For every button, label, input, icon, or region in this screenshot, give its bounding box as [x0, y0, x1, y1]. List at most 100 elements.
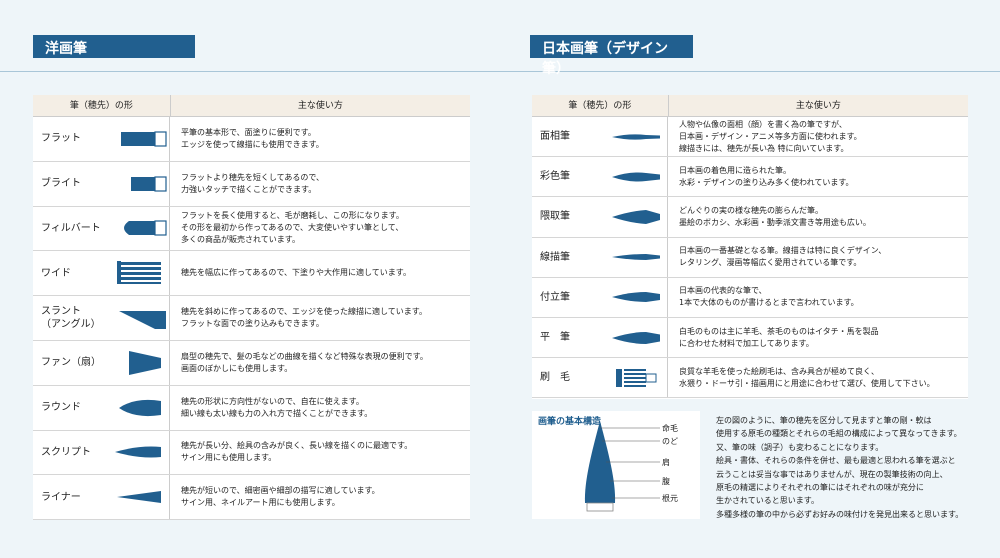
brush-name: 面相筆 — [532, 130, 610, 143]
usage-cell: 穂先の形状に方向性がないので、自在に使えます。 細い線も太い線も力の入れ方で描くこ… — [170, 396, 372, 420]
text-line: 絵具・書体、それらの条件を併せ、最も最適と思われる筆を選ぶと — [716, 456, 956, 466]
shape-cell: 平 筆 — [532, 318, 668, 358]
brush-name: 線描筆 — [532, 251, 610, 264]
text-line: 左の図のように、筆の穂先を区分して見ますと筆の剛・軟は — [716, 416, 932, 425]
text-line: 又、筆の味（調子）も変わることになります。 — [716, 442, 884, 452]
table: 筆（穂先）の形 主な使い方フラット 平筆の基本形で、面塗りに便利です。 エッジを使って… — [33, 95, 470, 521]
brush-name: フラット — [33, 132, 115, 145]
brush-name: ブライト — [33, 177, 115, 190]
usage-line: サイン用にも使用します。 — [181, 453, 277, 463]
table-row: 平 筆 白毛のものは主に羊毛、茶毛のものはイタチ・馬を製品 に合わせた材料で加工して… — [532, 318, 968, 359]
usage-line: フラットより穂先を短くしてあるので、 — [181, 172, 325, 182]
usage-line: 水猥り・ドーサ引・描画用にと用途に合わせて選び、使用して下さい。 — [679, 378, 935, 388]
divider — [0, 71, 1000, 72]
table-row: ワイド 穂先を幅広に作ってあるので、下塗りや大作用に適しています。 — [33, 251, 470, 297]
table-header: 筆（穂先）の形 主な使い方 — [532, 95, 968, 117]
usage-cell: 人物や仏像の面相（顔）を書く為の筆ですが、 日本画・デザイン・アニメ等多方面に使わ… — [668, 119, 862, 155]
brush-icon — [128, 350, 161, 375]
shape-cell: ファン（扇） — [33, 341, 170, 385]
name-line: ワイド — [41, 267, 71, 279]
usage-line: フラットな面での塗り込みもできます。 — [181, 319, 324, 329]
usage-line: サイン用、ネイルアート用にも使用します。 — [181, 498, 340, 508]
brush-name: 平 筆 — [532, 331, 610, 344]
name-line: 付立筆 — [540, 291, 570, 303]
text-line: 云うことは妥当な事ではありませんが、現在の製筆技術の向上、 — [716, 469, 948, 479]
name-line: ラウンド — [41, 402, 81, 414]
usage-line: どんぐりの実の様な穂先の膨らんだ筆。 — [679, 205, 823, 215]
usage-line: 日本画の着色用に造られた筆。 — [679, 165, 791, 175]
usage-cell: 穂先が長い分、絵具の含みが良く、長い線を描くのに最適です。 サイン用にも使用します… — [170, 440, 412, 464]
table-row: 隈取筆 どんぐりの実の様な穂先の膨らんだ筆。 墨絵のボカシ、水彩画・動季派文書き等用… — [532, 197, 968, 238]
usage-line: その形を最初から作ってあるので、大変使いやすい筆として、 — [181, 223, 404, 233]
shape-cell: ブライト — [33, 161, 170, 206]
usage-line: 平筆の基本形で、面塗りに便利です。 — [181, 127, 316, 137]
table-row: 線描筆 日本画の一番基礎となる筆。線描きは特に良くデザイン、 レタリング、漫画等幅広… — [532, 237, 968, 278]
brush-icon — [612, 133, 660, 140]
usage-line: 力強いタッチで描くことができます。 — [181, 184, 317, 194]
table-row: フィルバート フラットを長く使用すると、毛が磨耗し、この形になります。 その形を最初… — [33, 206, 470, 252]
structure-title: 画筆の基本構造 — [538, 417, 602, 427]
usage-cell: 穂先を幅広に作ってあるので、下塗りや大作用に適しています。 — [170, 267, 411, 279]
shape-cell: 隈取筆 — [532, 197, 668, 237]
usage-line: 白毛のものは主に羊毛、茶毛のものはイタチ・馬を製品 — [679, 326, 879, 336]
brush-icon — [612, 172, 660, 182]
usage-cell: 穂先が短いので、細密画や細部の描写に適しています。 サイン用、ネイルアート用にも使… — [170, 485, 380, 509]
usage-line: 日本画の代表的な筆で、 — [679, 286, 767, 296]
brush-icon — [116, 491, 161, 504]
usage-line: 穂先を斜めに作ってあるので、エッジを使った線描に適しています。 — [181, 307, 427, 317]
structure-text: 左の図のように、筆の穂先を区分して見ますと筆の剛・軟は 使用する原毛の種類とそれら… — [716, 414, 986, 521]
usage-line: フラットを長く使用すると、毛が磨耗し、この形になります。 — [181, 211, 404, 221]
name-line: フラット — [41, 133, 81, 145]
table-row: 彩色筆 日本画の着色用に造られた筆。水彩・デザインの塗り込み多く使われています。 — [532, 157, 968, 198]
name-line: ライナー — [41, 491, 81, 503]
brush-name: フィルバート — [33, 222, 115, 235]
shape-cell: 刷 毛 — [532, 358, 668, 398]
shape-cell: 彩色筆 — [532, 157, 668, 197]
structure-diagram — [584, 421, 660, 512]
table-header: 筆（穂先）の形 主な使い方 — [33, 95, 470, 117]
table-row: スラント （アングル） 穂先を斜めに作ってあるので、エッジを使った線描に適しています… — [33, 296, 470, 341]
header-cell: 筆（穂先）の形 — [33, 95, 171, 117]
shape-cell: スラント （アングル） — [33, 296, 170, 340]
part-label: のど — [662, 437, 678, 446]
brush-name: 彩色筆 — [532, 170, 610, 183]
name-line: 平 筆 — [540, 332, 570, 344]
part-label: 腹 — [662, 477, 670, 486]
brush-name: ライナー — [33, 491, 115, 504]
usage-line: 良質な羊毛を使った絵刷毛は、含み具合が極めて良く、 — [679, 366, 879, 376]
table-row: フラット 平筆の基本形で、面塗りに便利です。 エッジを使って線描にも使用できます。 — [33, 117, 470, 162]
brush-icon — [118, 399, 161, 416]
table: 筆（穂先）の形 主な使い方面相筆 人物や仏像の面相（顔）を書く為の筆ですが、 日本画・… — [532, 95, 968, 399]
brush-name: スラント （アングル） — [33, 305, 115, 331]
brush-icon — [118, 311, 166, 330]
usage-line: 画面のぼかしにも使用します。 — [181, 363, 293, 373]
usage-line: 穂先を幅広に作ってあるので、下塗りや大作用に適しています。 — [181, 268, 411, 278]
shape-cell: 付立筆 — [532, 277, 668, 317]
table-row: スクリプト 穂先が長い分、絵具の含みが良く、長い線を描くのに最適です。 サイン用にも… — [33, 430, 470, 476]
usage-cell: フラットより穂先を短くしてあるので、 力強いタッチで描くことができます。 — [170, 172, 324, 196]
part-label: 肩 — [662, 458, 670, 467]
usage-line: 線描きには、穂先が長い為 特に向いています。 — [679, 143, 849, 153]
name-line: 隈取筆 — [540, 211, 570, 223]
usage-cell: 穂先を斜めに作ってあるので、エッジを使った線描に適しています。 フラットな面での塗… — [170, 306, 427, 330]
brush-icon — [612, 209, 660, 224]
name-line: フィルバート — [41, 222, 101, 234]
name-line: 面相筆 — [540, 131, 570, 143]
usage-line: 水彩・デザインの塗り込み多く使われています。 — [679, 177, 854, 187]
name-line: （アングル） — [41, 319, 101, 331]
structure-box: 画筆の基本構造 命毛のど肩腹根元 — [532, 411, 700, 519]
header-cell: 主な使い方 — [668, 95, 968, 117]
usage-cell: 平筆の基本形で、面塗りに便利です。 エッジを使って線描にも使用できます。 — [170, 127, 324, 151]
part-label: 根元 — [662, 494, 678, 503]
shape-cell: ライナー — [33, 475, 170, 520]
shape-cell: フラット — [33, 117, 170, 161]
usage-line: 日本画・デザイン・アニメ等多方面に使われます。 — [679, 131, 862, 141]
header-cell: 筆（穂先）の形 — [532, 95, 669, 117]
usage-cell: どんぐりの実の様な穂先の膨らんだ筆。 墨絵のボカシ、水彩画・動季派文書き等用途も広… — [668, 205, 871, 229]
table-row: ブライト フラットより穂先を短くしてあるので、 力強いタッチで描くことができます。 — [33, 161, 470, 207]
table-row: ラウンド 穂先の形状に方向性がないので、自在に使えます。 細い線も太い線も力の入れ方… — [33, 385, 470, 431]
usage-line: 穂先の形状に方向性がないので、自在に使えます。 — [181, 396, 364, 406]
part-label: 命毛 — [662, 424, 678, 433]
usage-cell: 扇型の穂先で、髪の毛などの曲線を描くなど特殊な表現の便利です。 画面のぼかしにも使… — [170, 351, 428, 375]
